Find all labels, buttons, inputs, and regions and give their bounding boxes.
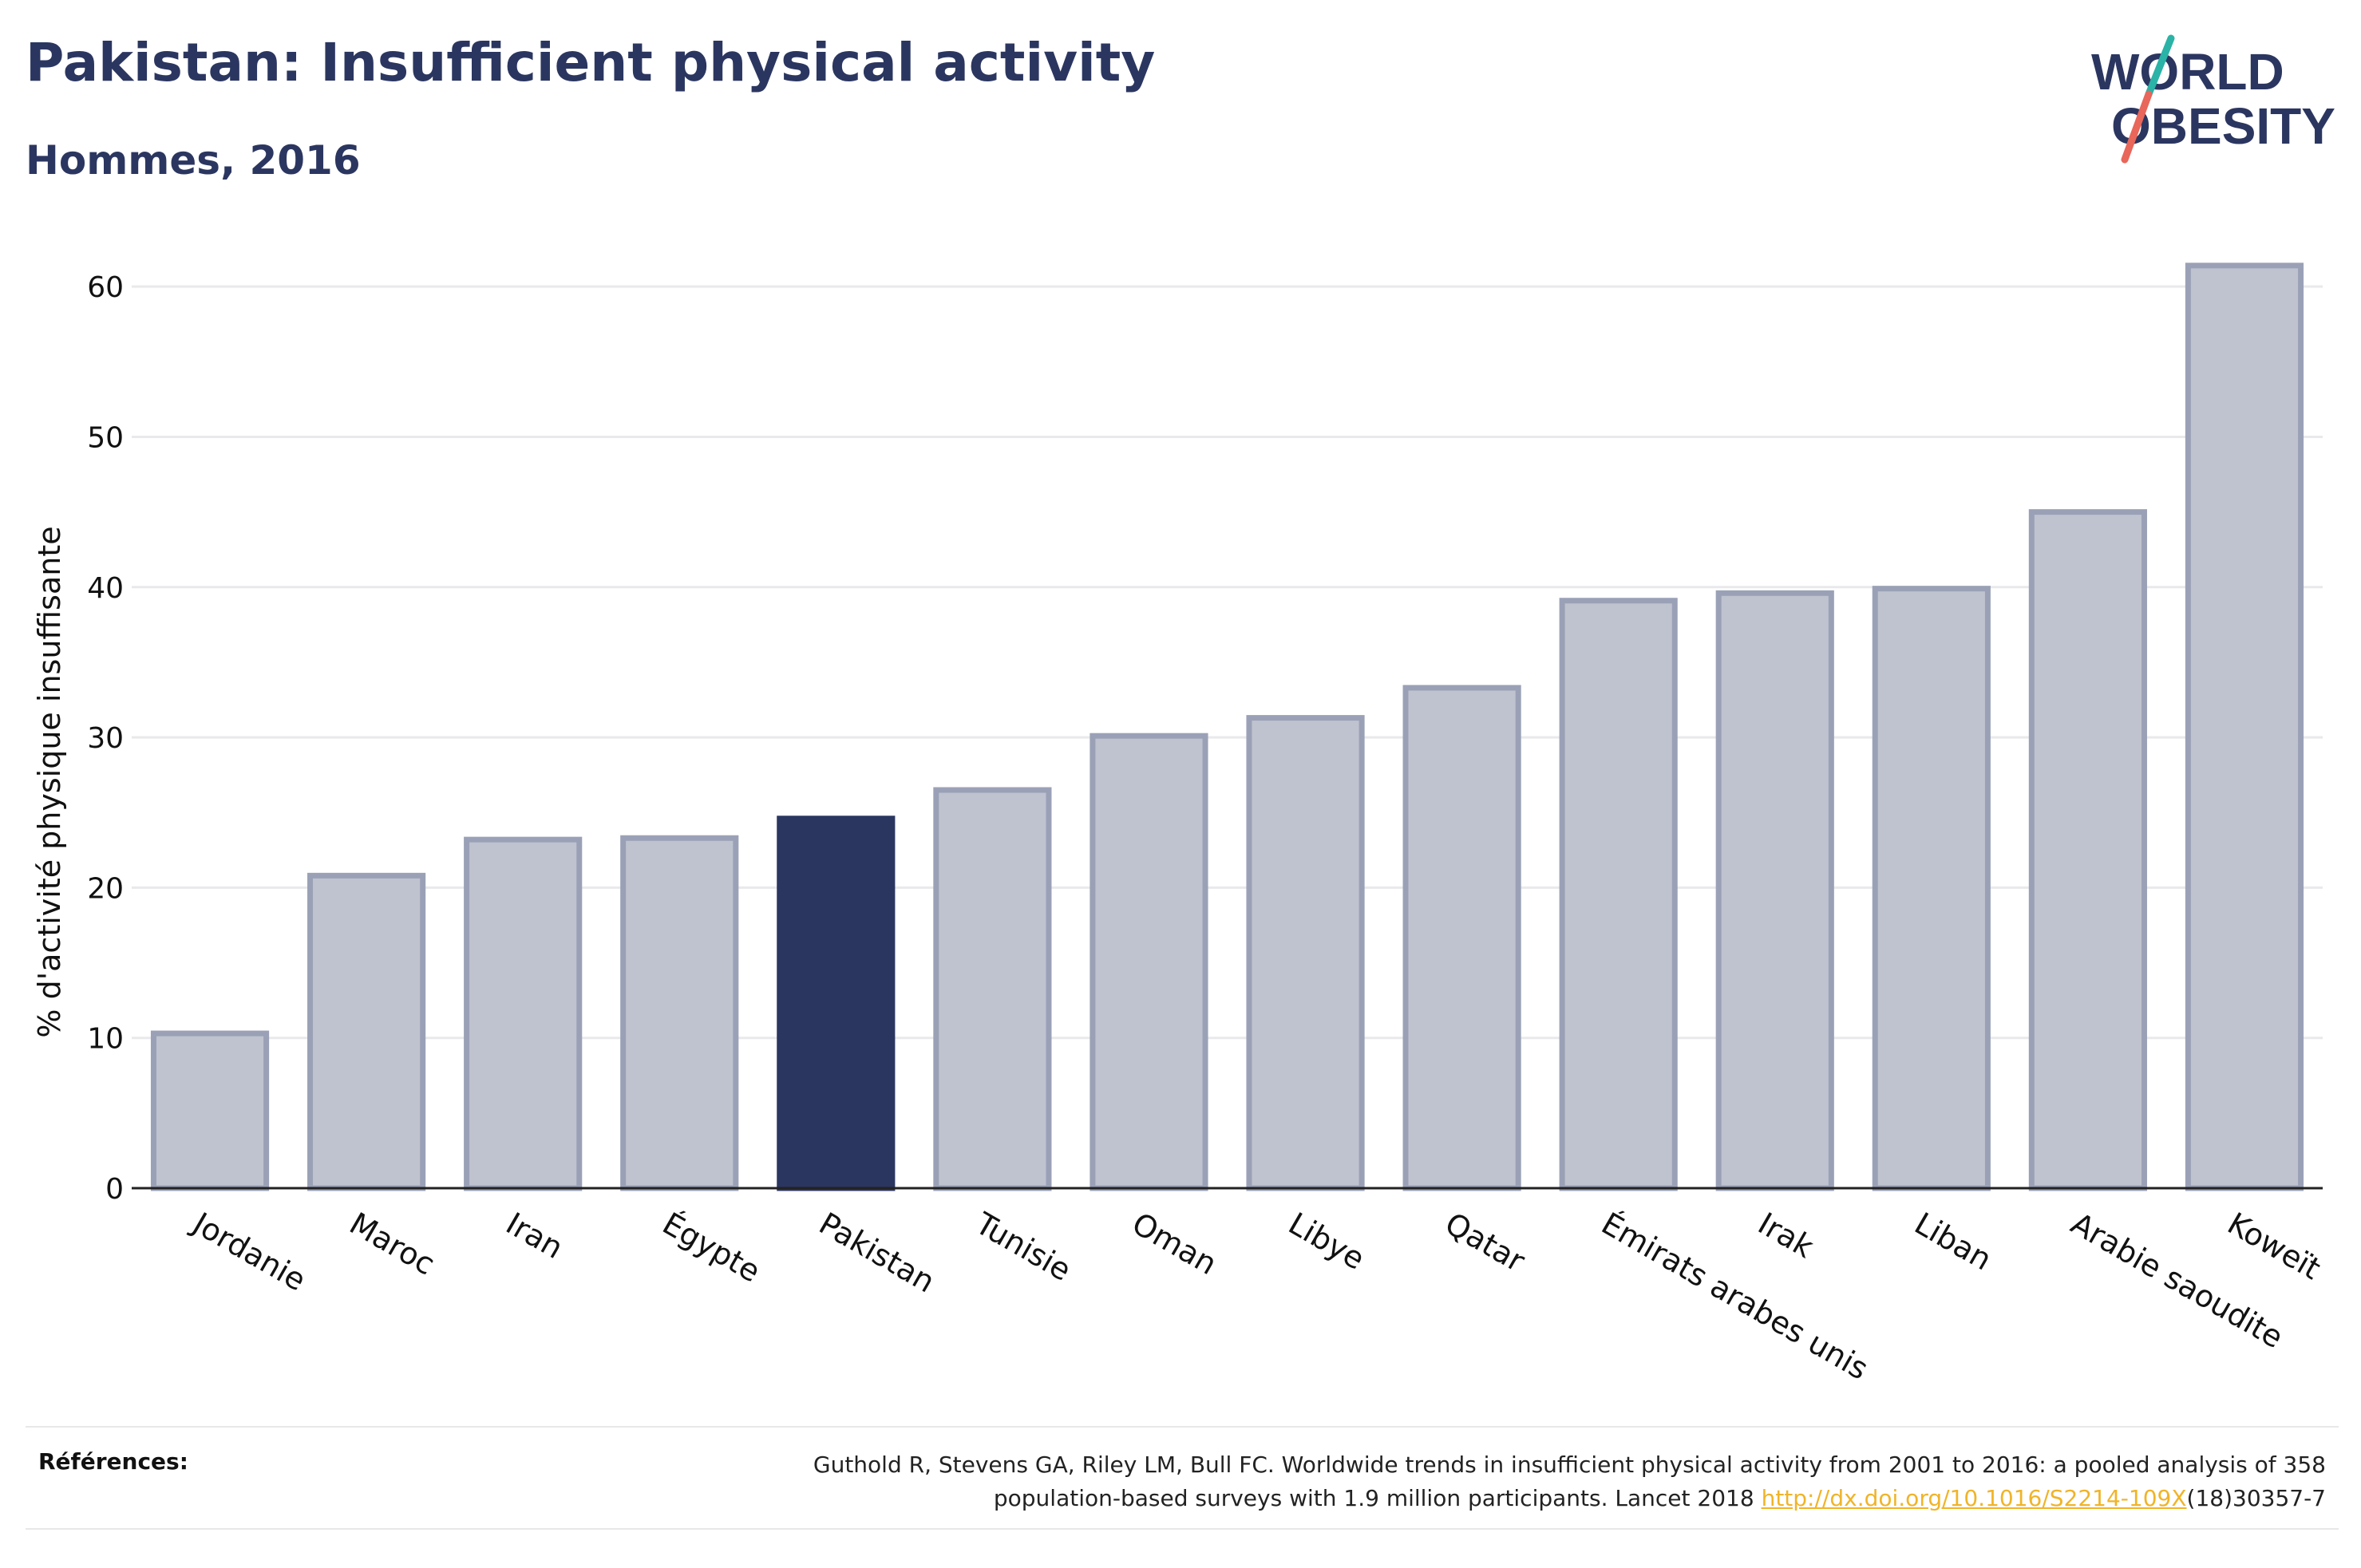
bar-libye bbox=[1246, 715, 1365, 1191]
y-tick-label: 30 bbox=[87, 722, 124, 755]
bar-égypte bbox=[620, 835, 739, 1191]
bar-maroc bbox=[307, 872, 426, 1191]
reference-line1: Guthold R, Stevens GA, Riley LM, Bull FC… bbox=[813, 1451, 2326, 1478]
bar-émirats-arabes-unis bbox=[1559, 598, 1678, 1191]
reference-line2-suffix: (18)30357-7 bbox=[2186, 1485, 2326, 1511]
y-tick-label: 10 bbox=[87, 1023, 124, 1056]
bar-koweït bbox=[2185, 263, 2304, 1191]
y-axis-label: % d'activité physique insuffisante bbox=[32, 526, 67, 1037]
logo-line1: WORLD bbox=[2091, 43, 2284, 101]
x-tick-label: Liban bbox=[1908, 1206, 1997, 1278]
y-tick-label: 0 bbox=[105, 1173, 124, 1206]
x-tick-label: Koweït bbox=[2221, 1206, 2326, 1286]
logo-slash-bottom bbox=[2121, 90, 2153, 164]
y-tick-label: 40 bbox=[87, 572, 124, 605]
bar-chart: 0 10 20 30 40 50 60 Jordanie Maroc Iran Égypte Paki… bbox=[32, 263, 2327, 1387]
references-text: Guthold R, Stevens GA, Riley LM, Bull FC… bbox=[410, 1448, 2326, 1515]
x-tick-label: Émirats arabes unis bbox=[1596, 1206, 1874, 1387]
bar-arabie-saoudite bbox=[2028, 509, 2147, 1191]
page-title: Pakistan: Insufficient physical activity bbox=[26, 32, 1156, 93]
y-tick-label: 60 bbox=[87, 271, 124, 304]
bars bbox=[150, 263, 2304, 1191]
x-tick-label: Qatar bbox=[1439, 1206, 1531, 1279]
bar-liban bbox=[1872, 586, 1991, 1191]
bar-oman bbox=[1090, 733, 1208, 1191]
bar-qatar bbox=[1402, 685, 1521, 1191]
x-tick-label: Pakistan bbox=[813, 1206, 941, 1300]
x-tick-label: Oman bbox=[1126, 1206, 1223, 1282]
reference-line2-prefix: population-based surveys with 1.9 millio… bbox=[993, 1485, 1762, 1511]
x-tick-label: Iran bbox=[500, 1206, 569, 1266]
x-tick-label: Jordanie bbox=[186, 1205, 312, 1298]
y-tick-label: 50 bbox=[87, 421, 124, 454]
bar-jordanie bbox=[150, 1030, 270, 1191]
references-label: Références: bbox=[38, 1448, 188, 1475]
y-tick-label: 20 bbox=[87, 872, 124, 905]
x-tick-label: Tunisie bbox=[969, 1205, 1077, 1288]
bar-irak bbox=[1715, 590, 1834, 1191]
references-footer: Références: Guthold R, Stevens GA, Riley… bbox=[26, 1426, 2339, 1530]
x-tick-label: Égypte bbox=[657, 1206, 766, 1290]
world-obesity-logo: WORLD OBESITY bbox=[2091, 34, 2335, 164]
bar-pakistan bbox=[777, 816, 896, 1191]
logo-slash-top bbox=[2145, 34, 2175, 98]
x-tick-label: Maroc bbox=[344, 1206, 441, 1282]
x-tick-label: Libye bbox=[1283, 1206, 1370, 1277]
reference-doi-link[interactable]: http://dx.doi.org/10.1016/S2214-109X bbox=[1761, 1485, 2187, 1511]
grid-lines bbox=[132, 285, 2323, 1040]
bar-iran bbox=[464, 836, 583, 1191]
bar-tunisie bbox=[933, 787, 1052, 1191]
x-tick-label: Irak bbox=[1752, 1206, 1819, 1265]
logo-line2: OBESITY bbox=[2111, 97, 2335, 155]
page-subtitle: Hommes, 2016 bbox=[26, 137, 361, 184]
